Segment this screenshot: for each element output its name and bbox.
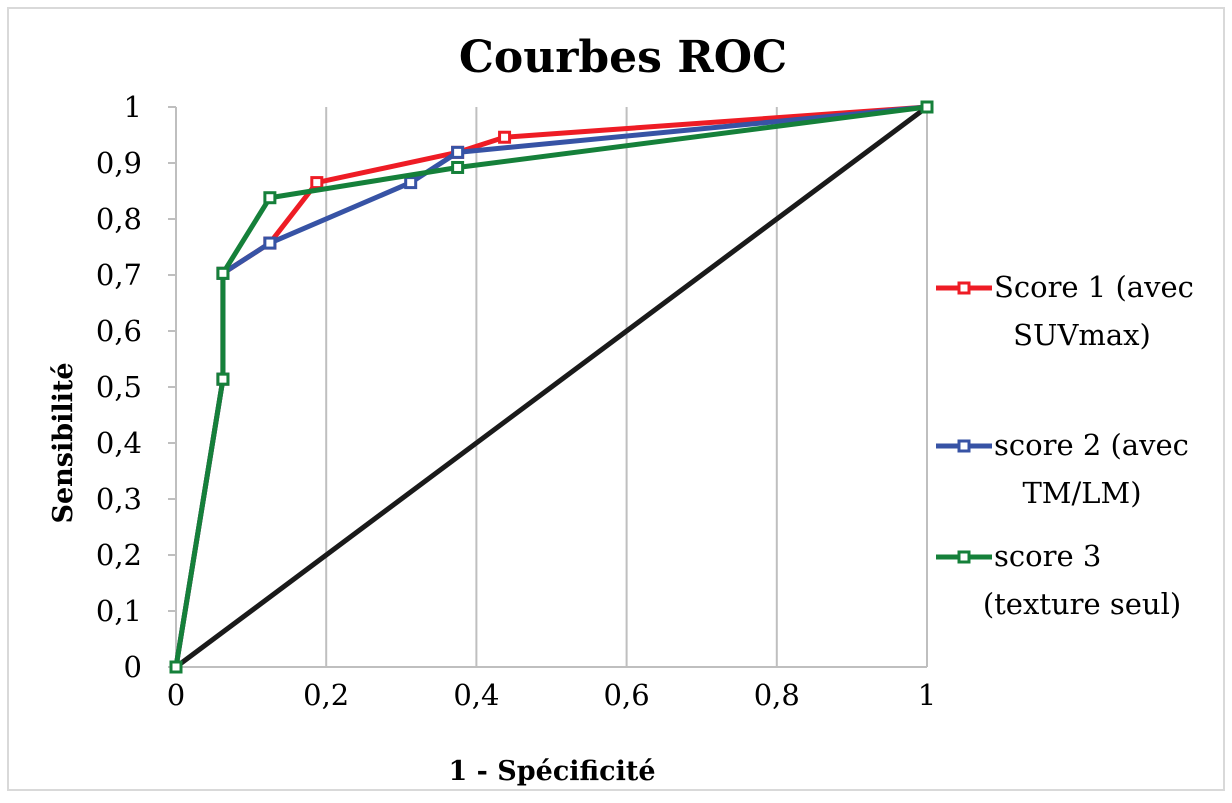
legend-swatch-marker [957, 550, 971, 564]
x-tick-label: 0,2 [303, 678, 349, 712]
x-tick-label: 0,4 [453, 678, 499, 712]
series-layer [169, 100, 934, 674]
series-3-point [216, 372, 230, 386]
series-1-point [310, 176, 324, 190]
legend-label: score 2 (avec [994, 428, 1189, 462]
y-tick-label: 0,6 [96, 314, 142, 348]
series-3-line [173, 104, 928, 668]
series-1-point [498, 130, 512, 144]
y-tick-label: 0 [124, 650, 142, 684]
legend-label: SUVmax) [1013, 318, 1151, 352]
x-tick-label: 0 [167, 678, 185, 712]
x-tick-label: 1 [918, 678, 936, 712]
series-3-point [263, 191, 277, 205]
y-tick-label: 1 [124, 90, 142, 124]
x-tick-label: 0,6 [604, 678, 650, 712]
y-tick-label: 0,8 [96, 202, 142, 236]
legend-swatch-marker [957, 281, 971, 295]
series-2-point [404, 176, 418, 190]
legend-item-1: Score 1 (avec SUVmax) [936, 270, 1194, 352]
series-3-point [216, 266, 230, 280]
legend-label: TM/LM) [1022, 476, 1141, 510]
chart-border [7, 7, 1225, 791]
legend-swatch-marker [957, 439, 971, 453]
legend-label: score 3 [994, 539, 1101, 573]
y-tick-label: 0,3 [96, 482, 142, 516]
series-3-point [451, 160, 465, 174]
series-2-point [451, 145, 465, 159]
chart-title: Courbes ROC [459, 32, 787, 83]
series-3 [169, 100, 934, 674]
legend-item-2: score 2 (avec TM/LM) [936, 428, 1189, 510]
y-tick-label: 0,9 [96, 146, 142, 180]
legend-label: (texture seul) [983, 587, 1181, 621]
series-2-point [263, 236, 277, 250]
axis-layer [168, 106, 927, 668]
legend-item-3: score 3 (texture seul) [936, 539, 1181, 621]
reference-diagonal-line [174, 104, 929, 670]
legend-label: Score 1 (avec [994, 270, 1194, 304]
y-tick-label: 0,4 [96, 426, 142, 460]
y-tick-label: 0,5 [96, 370, 142, 404]
y-axis-title: Sensibilité [48, 362, 79, 523]
tick-labels: 0 0,2 0,4 0,6 0,8 1 0 0,1 0,2 0,3 0,4 0,5 0,6 0,7 0,8 0… [96, 90, 936, 712]
y-tick-label: 0,2 [96, 538, 142, 572]
x-tick-label: 0,8 [754, 678, 800, 712]
x-axis-title: 1 - Spécificité [448, 756, 655, 787]
grid-layer [325, 107, 928, 667]
series-3-point [169, 660, 183, 674]
y-tick-label: 0,1 [96, 594, 142, 628]
y-tick-label: 0,7 [96, 258, 142, 292]
series-3-point [920, 100, 934, 114]
